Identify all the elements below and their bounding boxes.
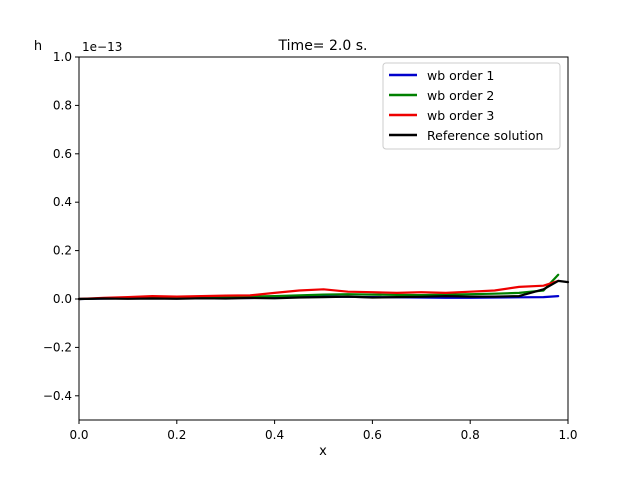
y-tick-label: −0.2 <box>43 340 72 354</box>
legend-box <box>382 62 561 150</box>
x-tick-label: 0.2 <box>167 428 186 442</box>
series-line-reference-solution <box>77 279 570 301</box>
y-tick-label: 0.0 <box>53 292 72 306</box>
x-tick-label: 0.8 <box>461 428 480 442</box>
y-tick-label: −0.4 <box>43 389 72 403</box>
legend-label-wb-order-2: wb order 2 <box>427 88 494 103</box>
plot-frame <box>78 56 569 421</box>
y-tick-label: 0.6 <box>53 147 72 161</box>
y-axis-label: h <box>34 39 42 54</box>
y-tick-label: 0.4 <box>53 195 72 209</box>
chart-title: Time= 2.0 s. <box>278 38 368 54</box>
y-tick-label: 1.0 <box>53 50 72 64</box>
y-scale-label: 1e−13 <box>82 40 122 54</box>
x-tick-label: 1.0 <box>558 428 577 442</box>
legend-label-wb-order-3: wb order 3 <box>427 108 494 123</box>
legend-label-reference-solution: Reference solution <box>427 128 543 143</box>
x-tick-label: 0.0 <box>69 428 88 442</box>
x-tick-label: 0.4 <box>265 428 284 442</box>
y-tick-label: 0.2 <box>53 244 72 258</box>
plot-area: 0.0 0.2 0.4 0.6 0.8 1.0 −0.4 −0.2 0.0 0.2 0.4 0.6 0.… <box>43 50 578 442</box>
x-tick-label: 0.6 <box>363 428 382 442</box>
y-tick-label: 0.8 <box>53 98 72 112</box>
series-line-wb-order-3 <box>77 279 560 301</box>
legend-label-wb-order-1: wb order 1 <box>427 68 494 83</box>
x-axis-label: x <box>319 444 327 459</box>
